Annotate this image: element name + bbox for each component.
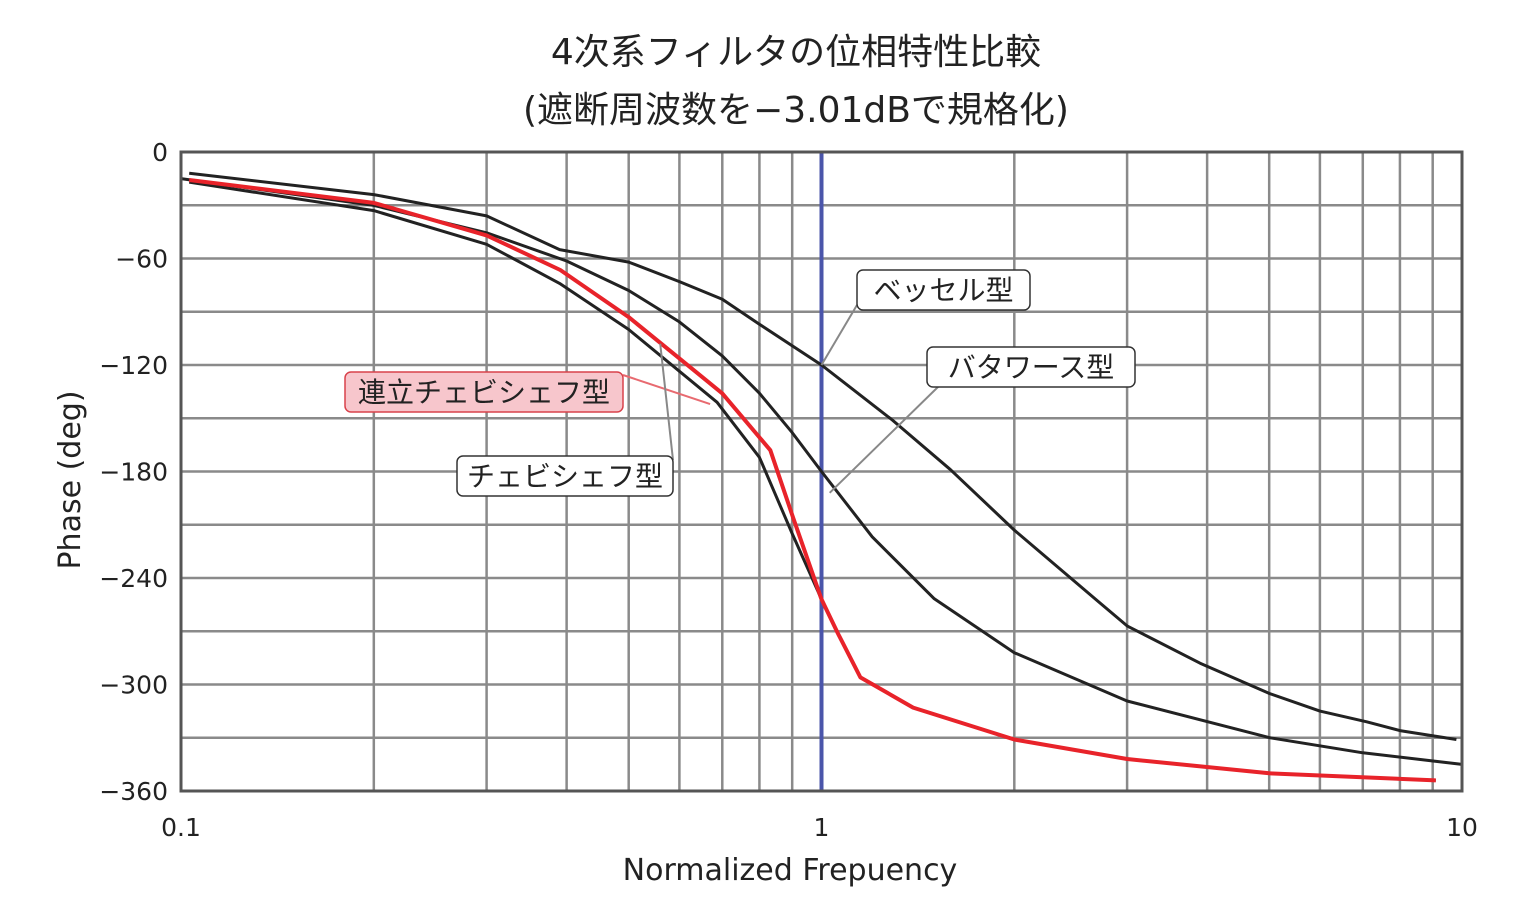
y-tick-label: −180 [99,458,168,487]
series-line-0 [189,171,1457,741]
y-axis-label: Phase (deg) [53,390,88,569]
series-label: バタワース型 [948,351,1115,384]
chart-title: 4次系フィルタの位相特性比較 [551,32,1041,73]
y-tick-label: 0 [152,138,168,167]
label-box [856,269,1031,311]
y-tick-label: −60 [115,245,168,274]
x-tick-label: 1 [814,813,830,842]
plot-frame [179,150,1464,793]
series-label: ベッセル型 [873,274,1013,307]
series-label: チェビシェフ型 [467,460,663,493]
label-leader-line [829,384,941,494]
label-box [926,346,1136,388]
x-tick-labels: 0.1 1 10 [161,813,1478,842]
series-line-1 [180,177,1463,766]
label-box [344,371,624,413]
x-axis-label: Normalized Frepuency [623,853,958,888]
label-leader-line [659,343,674,461]
chart-subtitle: (遮断周波数を−3.01dBで規格化) [523,90,1069,131]
y-tick-label: −360 [99,777,168,806]
y-tick-label: −240 [99,564,168,593]
series-group [180,171,1463,783]
y-tick-label: −300 [99,671,168,700]
label-leader-line [622,374,711,405]
y-tick-label: −120 [99,351,168,380]
series-label: 連立チェビシェフ型 [358,376,610,409]
y-tick-labels: 0 −60 −120 −180 −240 −300 −360 [99,138,168,806]
x-tick-label: 10 [1446,813,1478,842]
series-line-3 [188,178,1436,783]
label-leader-line [820,304,858,366]
series-line-2 [188,180,1436,782]
label-box [456,455,674,497]
x-tick-label: 0.1 [161,813,201,842]
